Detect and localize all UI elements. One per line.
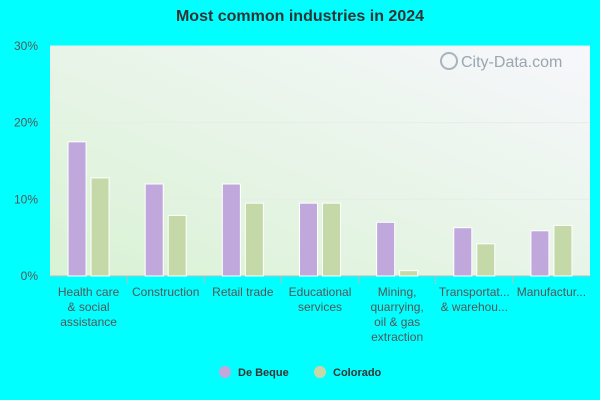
x-category-label: Construction xyxy=(132,285,199,299)
x-category-label: Mining, quarrying, oil & gas extraction xyxy=(370,285,423,344)
bar-de-beque[interactable] xyxy=(67,141,87,277)
bar-colorado[interactable] xyxy=(90,177,110,277)
bar-de-beque[interactable] xyxy=(144,183,164,277)
legend-swatch xyxy=(219,366,231,378)
bar-de-beque[interactable] xyxy=(530,230,550,277)
x-category-label: Health care & social assistance xyxy=(58,285,120,329)
bar-colorado[interactable] xyxy=(399,270,419,277)
bar-de-beque[interactable] xyxy=(299,202,318,277)
legend-label: Colorado xyxy=(333,367,382,379)
legend-label: De Beque xyxy=(238,367,289,379)
x-category-label: Transportat... & warehou... xyxy=(439,285,510,314)
legend-swatch xyxy=(314,366,326,378)
y-tick-label: 10% xyxy=(14,192,38,206)
bar-de-beque[interactable] xyxy=(376,221,396,277)
x-category-label: Retail trade xyxy=(212,285,274,299)
y-tick-label: 30% xyxy=(14,39,38,53)
watermark-text: City-Data.com xyxy=(461,54,562,71)
bar-colorado[interactable] xyxy=(244,202,264,277)
y-tick-label: 0% xyxy=(21,269,39,283)
bar-colorado[interactable] xyxy=(322,202,341,277)
chart-title: Most common industries in 2024 xyxy=(175,8,425,25)
watermark: City-Data.com xyxy=(440,52,562,71)
y-tick-label: 20% xyxy=(14,116,38,130)
bar-colorado[interactable] xyxy=(167,214,187,277)
bar-colorado[interactable] xyxy=(553,224,573,277)
bar-colorado[interactable] xyxy=(476,243,496,277)
watermark-logo-icon xyxy=(440,52,458,70)
bar-de-beque[interactable] xyxy=(453,227,473,277)
x-category-label: Educational services xyxy=(289,285,352,314)
bar-de-beque[interactable] xyxy=(221,183,241,277)
x-category-label: Manufactur... xyxy=(517,285,586,299)
plot-area xyxy=(50,46,590,276)
